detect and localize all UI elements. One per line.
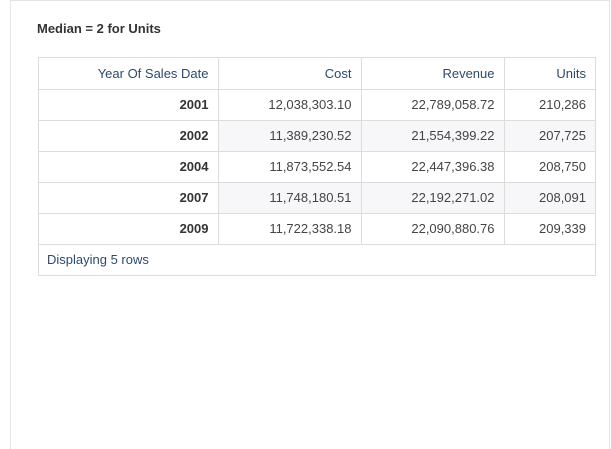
cell-cost: 11,873,552.54 — [218, 151, 362, 183]
cell-units: 210,286 — [504, 89, 595, 121]
cell-revenue: 22,789,058.72 — [361, 89, 505, 121]
table-row: 2001 12,038,303.10 22,789,058.72 210,286 — [39, 89, 595, 121]
cell-revenue: 22,447,396.38 — [361, 151, 505, 183]
cell-cost: 11,389,230.52 — [218, 120, 362, 152]
row-header-year: 2002 — [39, 120, 219, 152]
row-header-year: 2001 — [39, 89, 219, 121]
table-row: 2009 11,722,338.18 22,090,880.76 209,339 — [39, 213, 595, 245]
data-table: Year Of Sales Date Cost Revenue Units 20… — [39, 58, 595, 245]
row-count-footer: Displaying 5 rows — [47, 251, 149, 267]
cell-units: 209,339 — [504, 213, 595, 245]
table-header-row: Year Of Sales Date Cost Revenue Units — [39, 58, 595, 90]
view-title: Median = 2 for Units — [37, 21, 161, 36]
cell-units: 207,725 — [504, 120, 595, 152]
table-row: 2004 11,873,552.54 22,447,396.38 208,750 — [39, 151, 595, 183]
row-header-year: 2004 — [39, 151, 219, 183]
cell-revenue: 22,192,271.02 — [361, 182, 505, 214]
cell-revenue: 21,554,399.22 — [361, 120, 505, 152]
cell-cost: 11,748,180.51 — [218, 182, 362, 214]
column-header-units[interactable]: Units — [504, 58, 595, 90]
cell-cost: 12,038,303.10 — [218, 89, 362, 121]
row-header-year: 2009 — [39, 213, 219, 245]
table-row: 2002 11,389,230.52 21,554,399.22 207,725 — [39, 120, 595, 152]
column-header-year[interactable]: Year Of Sales Date — [39, 58, 219, 90]
column-header-cost[interactable]: Cost — [218, 58, 362, 90]
cell-cost: 11,722,338.18 — [218, 213, 362, 245]
column-header-revenue[interactable]: Revenue — [361, 58, 505, 90]
cell-units: 208,091 — [504, 182, 595, 214]
cell-revenue: 22,090,880.76 — [361, 213, 505, 245]
row-header-year: 2007 — [39, 182, 219, 214]
table-row: 2007 11,748,180.51 22,192,271.02 208,091 — [39, 182, 595, 214]
analysis-panel: Median = 2 for Units Year Of Sales Date … — [10, 0, 610, 449]
cell-units: 208,750 — [504, 151, 595, 183]
pivot-table: Year Of Sales Date Cost Revenue Units 20… — [38, 57, 596, 276]
